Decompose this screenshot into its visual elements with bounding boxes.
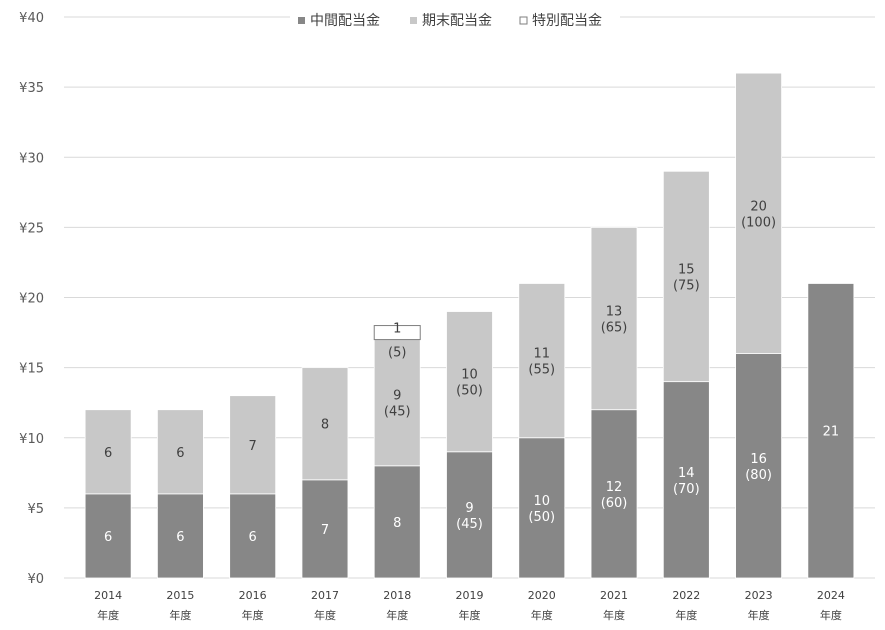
bar-segment <box>301 367 349 481</box>
bar-segment <box>735 72 782 354</box>
x-tick-label: 年度 <box>603 608 625 622</box>
data-label: 9 <box>465 501 473 516</box>
data-label: (65) <box>601 321 628 336</box>
data-label: 16 <box>750 452 767 467</box>
x-tick-label: 2016 <box>239 589 267 602</box>
data-label: 6 <box>104 530 112 545</box>
x-tick-label: 年度 <box>242 608 264 622</box>
data-label: 9 <box>393 389 401 404</box>
legend-swatch <box>410 17 417 24</box>
bar-segment <box>157 493 204 579</box>
legend-label: 期末配当金 <box>422 13 492 29</box>
data-label: 20 <box>750 199 767 214</box>
data-label: (55) <box>528 363 555 378</box>
bar-segment <box>735 353 782 579</box>
x-tick-label: 2022 <box>672 589 700 602</box>
bar-segment <box>446 451 493 579</box>
data-label: 11 <box>533 347 550 362</box>
data-label: 15 <box>678 262 695 277</box>
data-label: 7 <box>249 439 257 454</box>
x-axis: 2014 年度 2015 年度 2016 年度 2017 年度 2018 年度 2019 年度 2020… <box>94 589 845 622</box>
data-label: 6 <box>176 530 184 545</box>
y-tick-label: ¥40 <box>19 11 44 26</box>
bar-segment <box>229 493 277 579</box>
x-tick-label: 2023 <box>745 589 773 602</box>
x-tick-label: 2015 <box>166 589 194 602</box>
data-label: (5) <box>388 346 406 361</box>
x-tick-label: 年度 <box>531 608 553 622</box>
x-tick-label: 2017 <box>311 589 339 602</box>
bar-segment <box>373 325 421 341</box>
data-label: (50) <box>528 510 555 525</box>
bar-segment <box>84 493 132 579</box>
x-tick-label: 年度 <box>314 608 336 622</box>
data-label: (100) <box>741 215 776 230</box>
y-tick-label: ¥10 <box>19 432 44 447</box>
bar-segment <box>590 226 638 411</box>
bar-segment <box>84 409 132 495</box>
data-label: (45) <box>456 517 483 532</box>
x-tick-label: 2020 <box>528 589 556 602</box>
data-label: 14 <box>678 466 695 481</box>
data-label: 10 <box>533 494 550 509</box>
y-tick-label: ¥30 <box>19 151 44 166</box>
data-label: 8 <box>393 516 401 531</box>
x-tick-label: 2019 <box>456 589 484 602</box>
bar-segment <box>373 465 421 579</box>
data-label: (75) <box>673 278 700 293</box>
data-label: (60) <box>601 496 628 511</box>
y-tick-label: ¥20 <box>19 292 44 307</box>
x-tick-label: 年度 <box>748 608 770 622</box>
bar-segment <box>373 339 421 467</box>
bar-segment <box>518 283 566 439</box>
x-tick-label: 2021 <box>600 589 628 602</box>
x-tick-label: 年度 <box>459 608 481 622</box>
bar-segment <box>157 409 204 495</box>
data-label: 12 <box>606 480 623 495</box>
y-tick-label: ¥0 <box>27 572 44 587</box>
x-tick-label: 2018 <box>383 589 411 602</box>
y-tick-label: ¥25 <box>19 221 44 236</box>
bar-segment <box>662 381 710 579</box>
bar-segment <box>446 311 493 453</box>
bars: 6666677889(45)1(5)9(45)10(50)10(50)11(55… <box>84 72 855 579</box>
bar-segment <box>229 395 277 495</box>
y-axis: ¥0 ¥5 ¥10 ¥15 ¥20 ¥25 ¥30 ¥35 ¥40 <box>19 11 44 587</box>
data-label: 1 <box>393 322 401 337</box>
data-label: 13 <box>606 305 623 320</box>
data-label: 7 <box>321 523 329 538</box>
data-label: 6 <box>176 446 184 461</box>
data-label: (45) <box>384 405 411 420</box>
data-label: 8 <box>321 418 329 433</box>
bar-segment <box>518 437 566 579</box>
x-tick-label: 年度 <box>97 608 119 622</box>
data-label: 21 <box>823 425 840 440</box>
x-tick-label: 年度 <box>386 608 408 622</box>
bar-segment <box>662 170 710 383</box>
bar-segment <box>807 283 855 579</box>
y-tick-label: ¥5 <box>27 502 44 517</box>
x-tick-label: 2024 <box>817 589 845 602</box>
data-label: 6 <box>104 446 112 461</box>
data-label: 6 <box>249 530 257 545</box>
x-tick-label: 2014 <box>94 589 122 602</box>
x-tick-label: 年度 <box>675 608 697 622</box>
legend-label: 中間配当金 <box>310 13 380 29</box>
data-label: (70) <box>673 482 700 497</box>
data-label: (50) <box>456 384 483 399</box>
legend: 中間配当金 期末配当金 特別配当金 <box>290 6 620 30</box>
y-tick-label: ¥35 <box>19 81 44 96</box>
legend-label: 特別配当金 <box>532 13 602 29</box>
x-tick-label: 年度 <box>169 608 191 622</box>
x-tick-label: 年度 <box>820 608 842 622</box>
bar-segment <box>590 409 638 579</box>
data-label: 10 <box>461 368 478 383</box>
y-tick-label: ¥15 <box>19 362 44 377</box>
legend-swatch <box>519 16 528 25</box>
legend-swatch <box>298 17 305 24</box>
legend-background <box>290 6 620 30</box>
data-label: (80) <box>745 468 772 483</box>
